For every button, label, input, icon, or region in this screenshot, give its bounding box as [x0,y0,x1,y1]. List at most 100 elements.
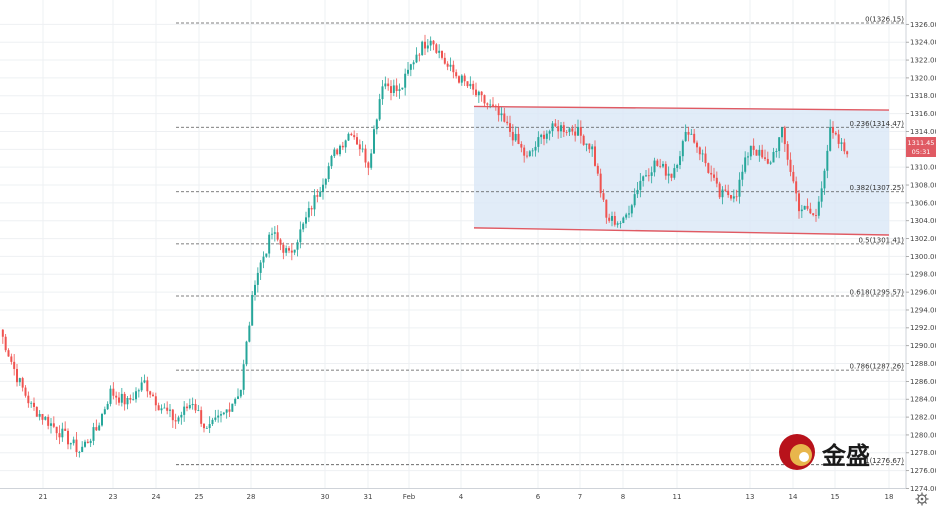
candle-body [47,416,50,426]
candle-body [755,149,758,156]
candle-body [781,127,783,138]
candle-body [710,172,713,175]
candle-body [30,402,33,404]
candle-body [21,378,24,388]
gear-icon[interactable] [915,492,929,506]
candle-body [650,172,653,176]
fib-level-label: 0.618(1295.57) [850,288,905,296]
price-tick-label: 1302.00 [910,235,936,243]
candle-body [460,75,463,83]
candle-body [237,396,239,399]
price-tick-label: 1324.00 [910,39,936,47]
date-tick-label: 13 [746,493,755,501]
candle-body [78,452,81,453]
candle-body [834,132,837,135]
candle-body [449,64,452,67]
candle-body [123,393,126,405]
candle-body [154,396,157,406]
candle-body [84,441,86,447]
candle-body [4,336,7,351]
candle-body [472,83,475,90]
candle-body [327,166,330,180]
candle-body [769,162,772,164]
candle-body [205,428,208,429]
candle-body [594,146,596,166]
candle-body [319,191,322,197]
candle-body [112,388,115,396]
candle-body [735,196,738,198]
current-price-label: 1311.45 [908,139,935,147]
candle-body [10,356,13,362]
candle-body [458,76,460,83]
candle-body [772,151,775,163]
candle-body [690,133,693,135]
candle-body [817,201,820,216]
price-tick-label: 1322.00 [910,56,936,64]
channel-lower-line [473,227,890,236]
candle-body [381,86,384,100]
candle-body [540,134,543,138]
candle-body [220,414,222,416]
candle-body [815,215,817,216]
candle-body [560,125,562,132]
candle-body [370,153,373,168]
candle-body [398,89,401,92]
date-tick-label: 24 [152,493,161,501]
candle-body [557,126,560,132]
candle-body [523,147,526,156]
candle-body [659,165,662,167]
price-tick-label: 1280.00 [910,431,936,439]
candle-body [622,217,625,223]
candle-body [279,239,282,245]
date-tick-label: 18 [885,493,894,501]
candle-body [795,181,798,194]
candle-body [75,439,78,453]
candle-body [152,394,154,397]
candle-body [18,378,21,383]
candle-body [721,189,724,198]
candle-body [786,144,789,160]
candle-body [707,163,710,173]
candle-body [843,142,846,152]
candle-body [336,149,339,155]
candle-body [276,232,279,240]
candle-body [486,103,489,105]
candle-body [203,423,205,429]
date-axis[interactable]: 21 23 24 25 28 30 31 Feb 4 6 7 8 11 13 14 15 18 [0,488,906,502]
price-tick-label: 1310.00 [910,164,936,172]
candle-body [636,189,639,195]
candle-body [50,423,52,426]
candle-body [407,69,409,74]
candle-body [823,170,826,189]
candle-body [95,427,98,431]
candle-body [288,248,290,251]
candle-body [426,45,429,49]
candle-body [174,420,177,422]
candle-body [404,73,407,88]
candle-body [24,387,27,396]
channel-upper-line [473,105,890,111]
candle-body [537,137,540,147]
candle-body [633,194,636,206]
date-tick-label: 23 [109,493,118,501]
candle-body [293,249,296,253]
candle-body [656,160,659,166]
candle-body [211,419,214,425]
fib-level-label: 0.236(1314.47) [850,120,905,128]
candle-body [271,233,273,235]
candle-body [149,391,152,395]
price-tick-label: 1278.00 [910,449,936,457]
fib-level-label: 1(1276.67) [865,457,904,465]
candle-body [120,393,123,403]
candle-body [390,86,392,93]
price-tick-label: 1296.00 [910,289,936,297]
price-axis[interactable]: 1326.00 1324.00 1322.00 1320.00 1318.00 1316.… [905,0,936,509]
candle-body [730,195,732,199]
price-tick-label: 1290.00 [910,342,936,350]
candle-body [713,174,715,178]
candle-body [548,131,551,134]
candle-body [106,403,109,410]
candle-body [421,41,424,55]
